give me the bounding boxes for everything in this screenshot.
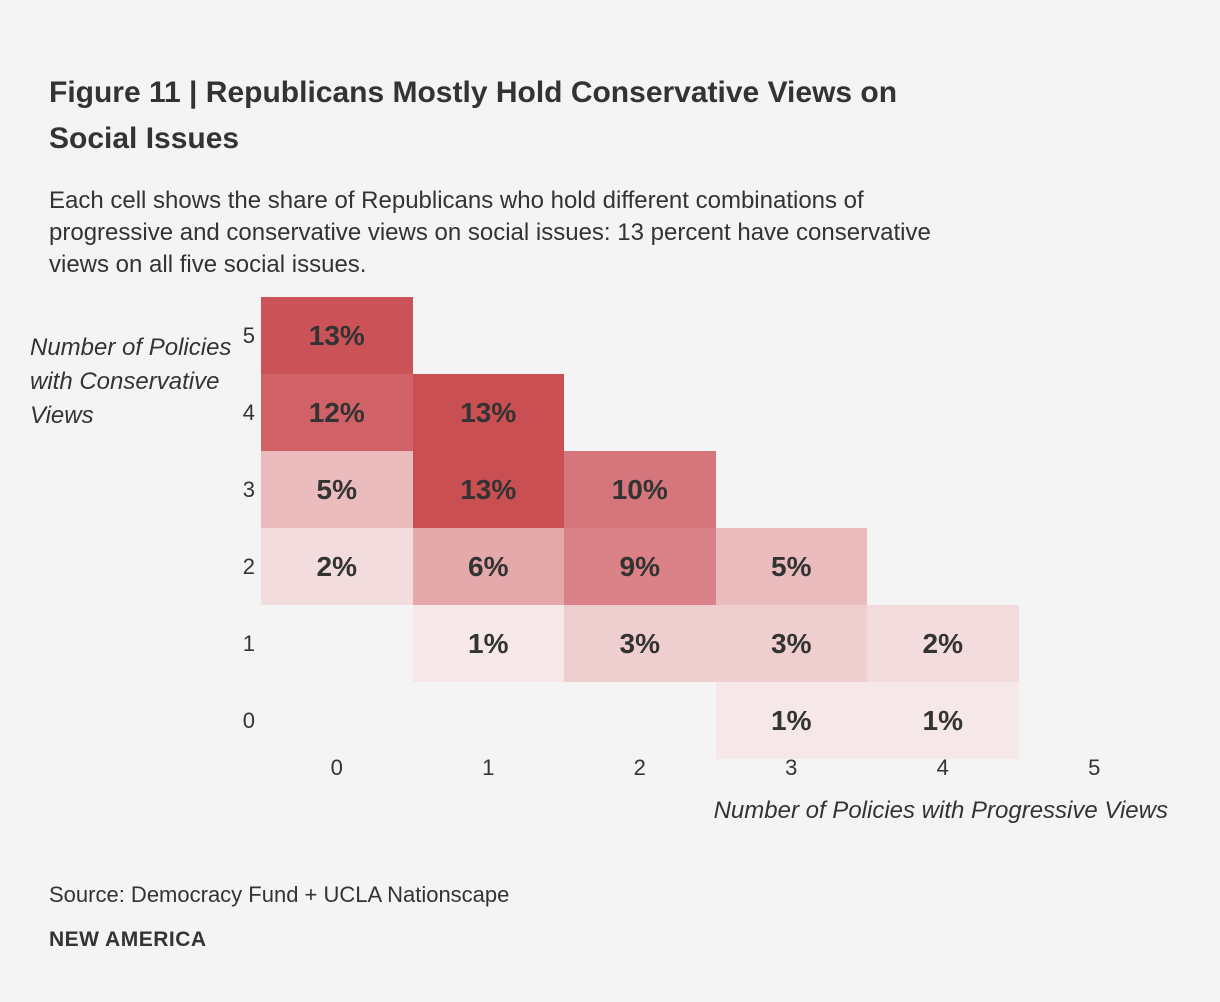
cell-value-label: 13%: [308, 319, 365, 351]
heatmap-cell-x3-y0: 1%: [715, 682, 867, 759]
heatmap-cell-x2-y3: 10%: [564, 451, 716, 528]
cell-value-label: 10%: [611, 473, 668, 505]
heatmap-cell-x0-y4: 12%: [261, 374, 413, 451]
heatmap-grid: 13% 12% 13% 5% 13% 10% 2% 6% 9% 5% 1% 3% 3% 2% 1% 1%: [261, 297, 1170, 759]
heatmap-cell-x4-y1: 2%: [867, 605, 1019, 682]
y-tick-0: 0: [242, 707, 255, 733]
cell-value-label: 5%: [771, 550, 812, 582]
heatmap-cell-x3-y2: 5%: [715, 528, 867, 605]
heatmap-cell-x1-y2: 6%: [412, 528, 564, 605]
heatmap-cell-x2-y2: 9%: [564, 528, 716, 605]
x-tick-1: 1: [482, 755, 495, 780]
y-tick-2: 2: [242, 553, 255, 579]
source-note: Source: Democracy Fund + UCLA Nationscap…: [49, 882, 510, 907]
text-line: Views: [30, 402, 94, 429]
text-line: views on all five social issues.: [49, 251, 367, 278]
heatmap-cell-x1-y4: 13%: [412, 374, 564, 451]
figure-subtitle: Each cell shows the share of Republicans…: [49, 185, 1149, 281]
cell-value-label: 1%: [922, 704, 963, 736]
heatmap-cell-x1-y3: 13%: [412, 451, 564, 528]
y-axis-title: Number of Policies with Conservative Views: [30, 331, 260, 433]
cell-value-label: 2%: [316, 550, 357, 582]
heatmap-cell-x0-y2: 2%: [261, 528, 413, 605]
cell-value-label: 1%: [771, 704, 812, 736]
heatmap-cell-x3-y1: 3%: [715, 605, 867, 682]
text-line: progressive and conservative views on so…: [49, 219, 931, 246]
text-line: Each cell shows the share of Republicans…: [49, 187, 864, 214]
heatmap-cell-x0-y5: 13%: [261, 297, 413, 374]
y-tick-1: 1: [242, 630, 255, 656]
y-tick-5: 5: [242, 322, 255, 348]
text-line: Social Issues: [49, 122, 240, 156]
cell-value-label: 6%: [468, 550, 509, 582]
y-tick-4: 4: [242, 399, 255, 425]
y-tick-3: 3: [242, 476, 255, 502]
x-tick-5: 5: [1088, 755, 1101, 780]
heatmap-cell-x0-y3: 5%: [261, 451, 413, 528]
cell-value-label: 2%: [922, 627, 963, 659]
cell-value-label: 12%: [308, 396, 365, 428]
x-tick-4: 4: [936, 755, 949, 780]
cell-value-label: 1%: [468, 627, 509, 659]
cell-value-label: 3%: [619, 627, 660, 659]
cell-value-label: 3%: [771, 627, 812, 659]
x-tick-2: 2: [633, 755, 646, 780]
x-tick-3: 3: [785, 755, 798, 780]
heatmap-cell-x1-y1: 1%: [412, 605, 564, 682]
text-line: Number of Policies: [30, 334, 232, 361]
brand-wordmark: NEW AMERICA: [49, 928, 207, 951]
figure-title: Figure 11 | Republicans Mostly Hold Cons…: [49, 70, 1089, 162]
text-line: Figure 11 | Republicans Mostly Hold Cons…: [49, 76, 898, 110]
text-line: with Conservative: [30, 368, 220, 395]
heatmap-cell-x2-y1: 3%: [564, 605, 716, 682]
cell-value-label: 5%: [316, 473, 357, 505]
cell-value-label: 9%: [619, 550, 660, 582]
x-tick-0: 0: [330, 755, 343, 780]
cell-value-label: 13%: [460, 473, 517, 505]
x-axis-title: Number of Policies with Progressive View…: [713, 797, 1168, 824]
cell-value-label: 13%: [460, 396, 517, 428]
heatmap-cell-x4-y0: 1%: [867, 682, 1019, 759]
